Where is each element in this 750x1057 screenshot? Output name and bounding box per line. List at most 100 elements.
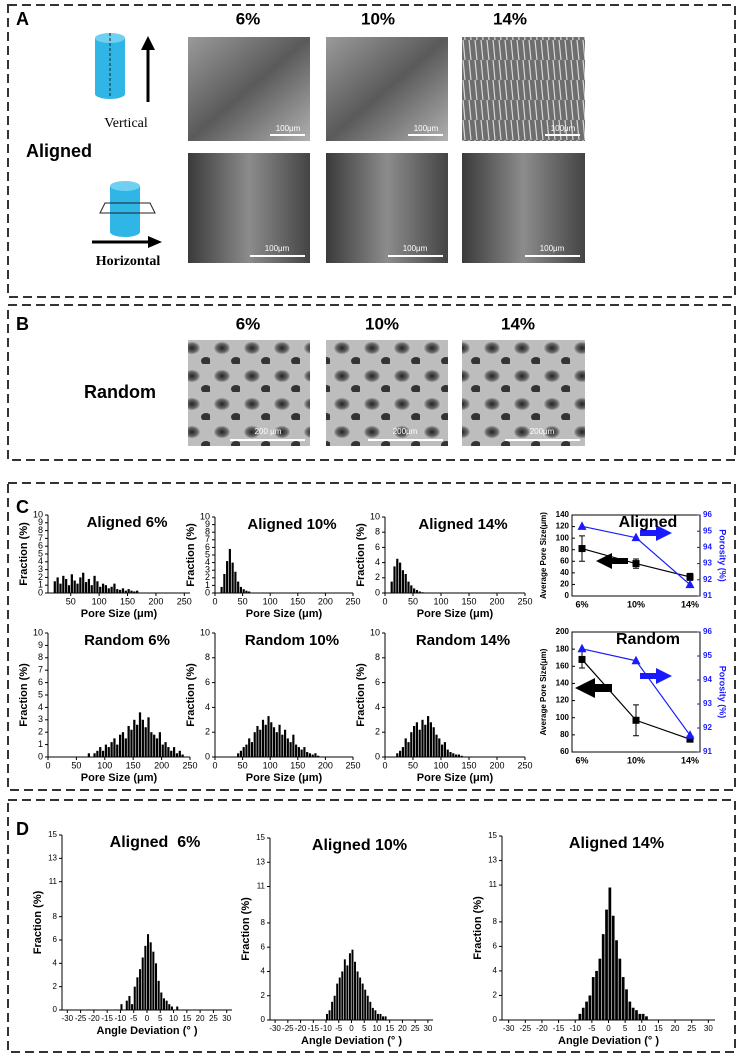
bar (121, 732, 125, 757)
x-tick-label: 25 (411, 1024, 420, 1033)
y-tick-label: 7 (38, 665, 43, 675)
bar (259, 729, 262, 757)
y-tick-label: 9 (205, 519, 210, 529)
x-axis-label: Pore Size (μm) (417, 772, 494, 784)
y-tick-label: 0 (205, 587, 210, 597)
y-tick-label: 6 (53, 935, 58, 944)
orientation-label: Horizontal (96, 254, 161, 269)
y-tick-label: 0 (375, 587, 380, 597)
x-tick-label: -5 (588, 1024, 596, 1033)
bar (371, 1007, 374, 1020)
y-tick-label: 10 (200, 511, 210, 521)
bar (125, 1000, 128, 1010)
bar (413, 726, 416, 757)
x-tick-label: 30 (222, 1014, 231, 1023)
bar (390, 581, 393, 593)
bar (336, 983, 339, 1020)
x-tick-label: 6% (575, 755, 588, 765)
x-tick-label: 0 (212, 760, 217, 770)
x-tick-label: 5 (623, 1024, 628, 1033)
y2-tick-label: 92 (703, 575, 712, 584)
marker (631, 655, 641, 665)
bar (341, 971, 344, 1020)
y-axis-label: Fraction (%) (185, 663, 197, 727)
bar (147, 717, 150, 757)
x-axis-label: Angle Deviation (° ) (301, 1035, 402, 1047)
x-axis-label: Angle Deviation (° ) (97, 1025, 198, 1037)
bar (413, 588, 416, 593)
bar (234, 571, 237, 593)
x-tick-label: 250 (345, 760, 360, 770)
bar (178, 750, 181, 757)
y-axis-label: Fraction (%) (32, 890, 44, 954)
y-tick-label: 11 (489, 880, 498, 889)
sem-image (326, 153, 448, 263)
bar (595, 970, 598, 1020)
y-tick-label: 20 (560, 580, 569, 589)
marker (632, 716, 640, 724)
y-tick-label: 15 (48, 830, 57, 839)
chart-title: Aligned 10% (312, 837, 407, 854)
y-axis-label: Fraction (%) (240, 897, 252, 961)
bar (149, 942, 152, 1010)
marker (578, 545, 586, 553)
bar (128, 996, 131, 1010)
bar (338, 977, 341, 1020)
bar (331, 1001, 334, 1020)
bar (154, 963, 158, 1010)
bar (226, 561, 229, 593)
bar (421, 719, 424, 757)
bar (449, 752, 452, 757)
x-axis-label: Pore Size (μm) (246, 608, 323, 620)
bar (396, 753, 399, 757)
y-tick-label: 5 (38, 689, 43, 699)
y-tick-label: 7 (38, 533, 43, 543)
bar (635, 1010, 638, 1020)
marker (685, 579, 695, 589)
bar (415, 722, 418, 757)
plot-frame (571, 631, 701, 753)
bar (303, 747, 306, 757)
bar (645, 1016, 648, 1020)
bar (421, 592, 424, 593)
y-tick-label: 3 (38, 714, 43, 724)
y-tick-label: 4 (205, 702, 210, 712)
bar (356, 971, 359, 1020)
x-tick-label: -10 (115, 1014, 127, 1023)
bar (374, 1010, 377, 1020)
panel-label: A (16, 9, 29, 29)
x-axis-label: Pore Size (μm) (417, 608, 494, 620)
bar (399, 750, 402, 757)
sem-image (326, 37, 448, 141)
panel-frame (7, 4, 736, 298)
chart-title: Aligned 10% (247, 516, 336, 533)
bar (284, 729, 287, 757)
bar (314, 753, 317, 757)
sem-image (188, 340, 310, 446)
y-tick-label: 0 (375, 751, 380, 761)
bar (237, 753, 240, 757)
x-tick-label: 10% (627, 599, 645, 609)
x-tick-label: -20 (88, 1014, 100, 1023)
column-label: 6% (236, 314, 261, 333)
x-tick-label: 0 (45, 760, 50, 770)
x-tick-label: 5 (158, 1014, 163, 1023)
bar (119, 734, 122, 757)
bar (110, 586, 113, 593)
bar (160, 992, 163, 1010)
x-tick-label: 50 (66, 596, 76, 606)
chart-title: Random 14% (416, 632, 510, 649)
x-tick-label: 250 (517, 596, 532, 606)
y-tick-label: 180 (556, 644, 570, 653)
sem-image (326, 340, 448, 446)
bar (308, 753, 311, 757)
y-tick-label: 10 (370, 627, 380, 637)
x-tick-label: 15 (654, 1024, 663, 1033)
y2-tick-label: 91 (703, 747, 712, 756)
y-tick-label: 11 (49, 877, 58, 886)
bar (99, 747, 102, 757)
x-tick-label: 150 (126, 760, 141, 770)
bar (432, 727, 435, 757)
bar (181, 754, 184, 757)
